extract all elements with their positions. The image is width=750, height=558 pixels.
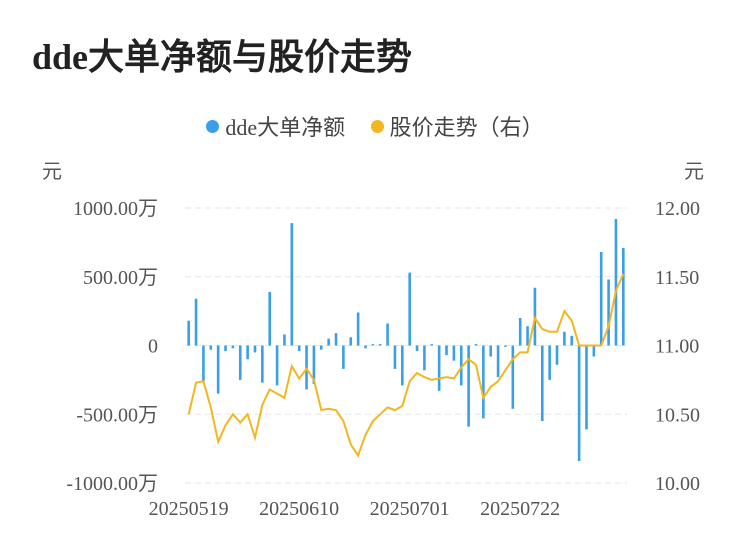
dde-bar	[202, 345, 205, 382]
dde-bar	[452, 345, 456, 361]
right-axis-unit: 元	[684, 161, 704, 183]
dde-bar	[599, 252, 603, 346]
dde-bar	[518, 318, 522, 346]
dde-bar	[482, 345, 485, 419]
legend-label-dde: dde大单净额	[225, 115, 346, 140]
dde-bar	[342, 345, 345, 369]
dde-bar	[511, 345, 515, 409]
dde-bar	[378, 344, 382, 346]
left-tick-label: -1000.00万	[66, 473, 158, 495]
dde-bar	[474, 344, 478, 346]
dde-bar	[496, 345, 500, 378]
left-tick-label: 500.00万	[83, 267, 158, 289]
dde-bar	[548, 345, 551, 380]
dde-bar	[415, 345, 419, 351]
x-tick-label: 20250701	[370, 498, 450, 520]
gridlines	[185, 207, 627, 484]
right-tick-label: 10.00	[655, 473, 700, 495]
dde-bar	[268, 291, 272, 346]
left-axis-unit: 元	[42, 161, 62, 183]
dde-bar	[246, 345, 249, 360]
legend-item-price[interactable]: 股价走势（右）	[370, 110, 544, 142]
dde-bar	[408, 272, 411, 346]
dde-bar	[283, 334, 286, 346]
right-tick-label: 10.50	[655, 404, 700, 426]
dde-bar	[231, 345, 235, 349]
dde-bar	[577, 345, 581, 461]
x-tick-label: 20250610	[259, 498, 339, 520]
dde-bar	[393, 345, 397, 369]
dde-bar	[430, 344, 434, 346]
dde-bar	[224, 345, 227, 351]
dde-bar	[371, 344, 375, 346]
dde-bar	[489, 345, 493, 357]
dde-bar	[327, 338, 330, 346]
dde-bar	[334, 333, 338, 346]
dde-bar	[356, 312, 360, 346]
dde-bar	[459, 345, 463, 386]
dde-bar	[290, 223, 294, 346]
left-tick-label: -500.00万	[76, 404, 158, 426]
left-tick-label: 1000.00万	[73, 198, 158, 220]
dde-bar	[570, 335, 574, 346]
dde-bar	[614, 219, 618, 346]
x-tick-label: 20250722	[480, 498, 560, 520]
dde-bar	[563, 331, 566, 346]
dde-bar	[349, 337, 353, 346]
left-tick-label: 0	[148, 336, 158, 358]
bar-series-dde	[187, 219, 625, 461]
legend-dot-price-icon	[370, 120, 384, 133]
legend-label-price: 股价走势（右）	[389, 115, 544, 140]
dde-bar	[622, 247, 625, 346]
dde-bar	[216, 345, 220, 394]
dde-bar	[319, 345, 323, 350]
dde-bar	[364, 345, 367, 349]
dde-bar	[555, 345, 559, 365]
dde-bar	[194, 298, 198, 346]
dde-bar	[585, 345, 588, 430]
right-tick-label: 11.50	[655, 267, 699, 289]
dde-bar	[238, 345, 242, 380]
dde-bar	[504, 345, 507, 347]
chart-title: dde大单净额与股价走势	[32, 37, 413, 77]
dde-bar	[423, 345, 426, 371]
legend-item-dde[interactable]: dde大单净额	[206, 110, 345, 142]
dde-bar	[401, 345, 404, 386]
legend: dde大单净额 股价走势（右）	[0, 110, 750, 142]
dde-bar	[540, 345, 544, 422]
dde-bar	[386, 323, 389, 346]
dde-bar	[209, 345, 213, 350]
dde-bar	[526, 326, 529, 346]
dde-bar	[445, 345, 448, 356]
axis-labels: -1000.00万 -500.00万 0 500.00万 1000.00万 10.00 10…	[66, 198, 700, 520]
line-series-price	[187, 273, 625, 458]
right-tick-label: 12.00	[655, 198, 700, 220]
legend-dot-dde-icon	[206, 120, 220, 133]
dde-bar	[592, 345, 596, 357]
dde-bar	[467, 345, 470, 427]
dde-bar	[607, 279, 610, 346]
dde-bar	[437, 345, 441, 391]
dde-bar	[297, 345, 301, 351]
dde-bar	[312, 345, 316, 384]
dde-bar	[253, 345, 257, 353]
dde-bar	[187, 320, 190, 346]
right-tick-label: 11.00	[655, 336, 699, 358]
x-tick-label: 20250519	[149, 498, 229, 520]
dde-bar	[275, 345, 279, 386]
dde-bar	[261, 345, 264, 383]
